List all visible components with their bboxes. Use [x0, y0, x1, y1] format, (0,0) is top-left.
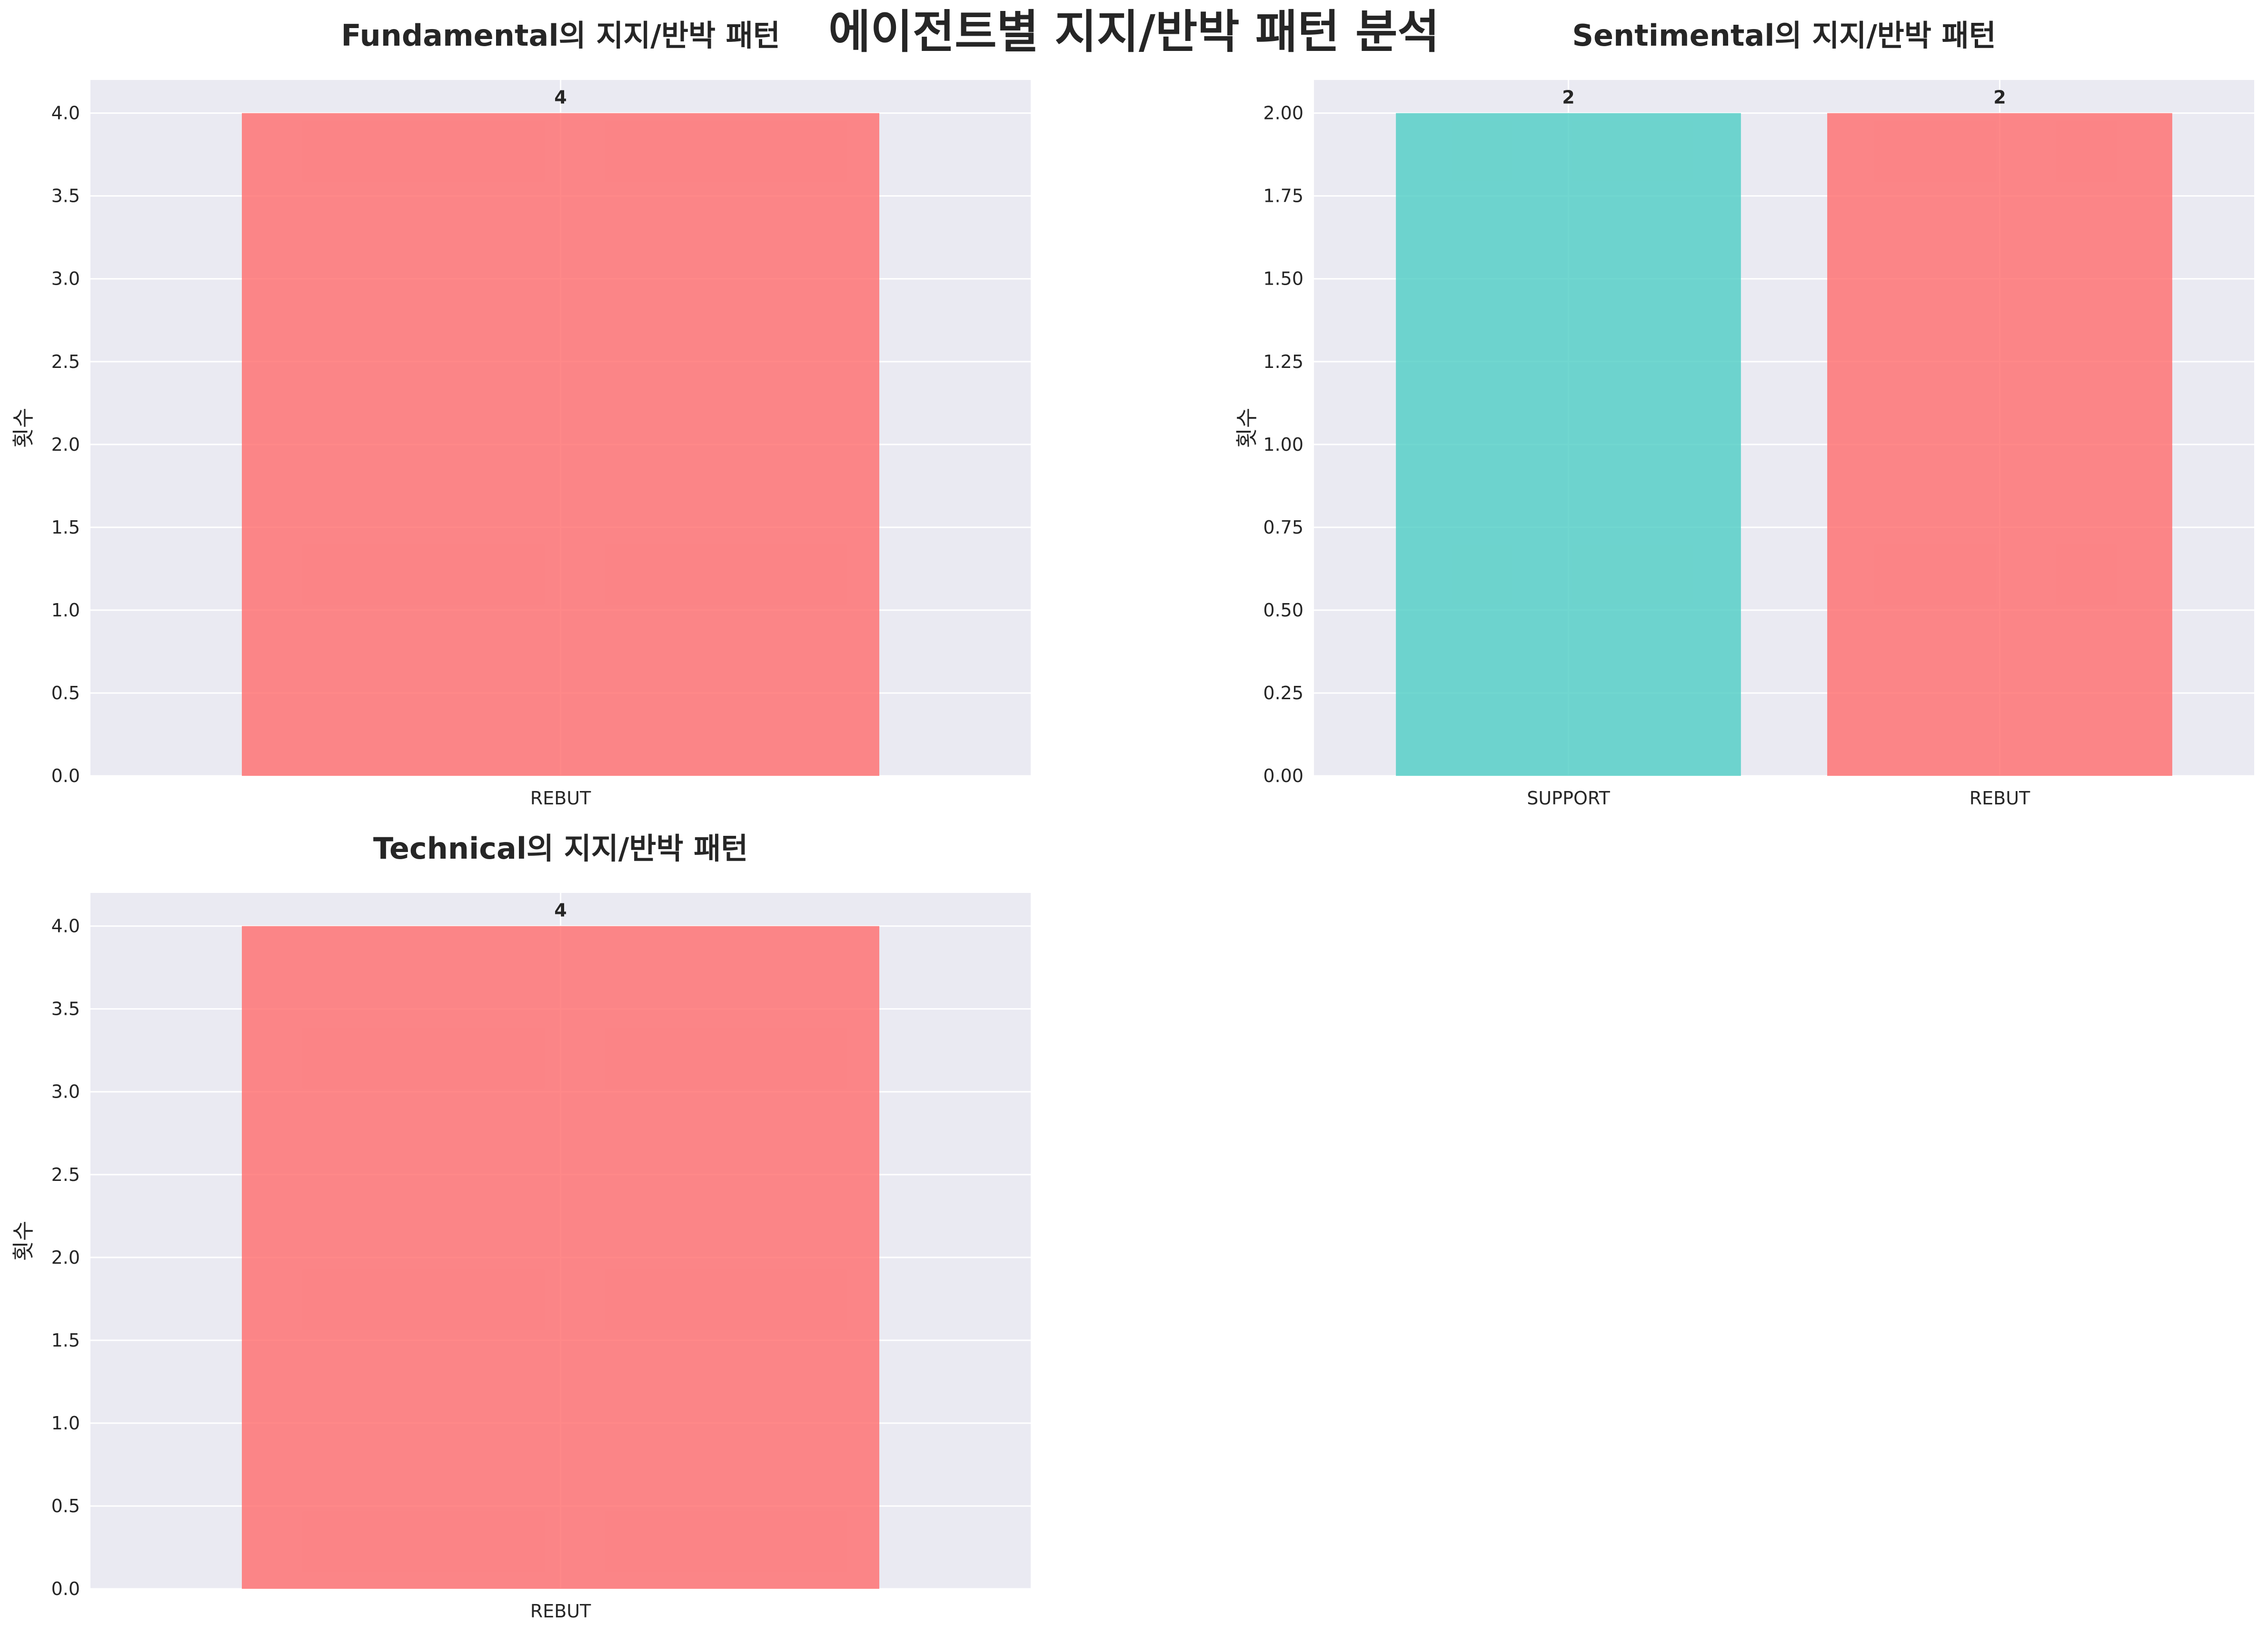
y-tick-label: 2.00	[1263, 103, 1303, 124]
y-tick-label: 0.0	[51, 1578, 80, 1599]
figure-title: 에이전트별 지지/반박 패턴 분석	[828, 5, 1440, 59]
x-tick-label: REBUT	[530, 788, 591, 809]
y-tick-label: 0.25	[1263, 683, 1303, 704]
y-tick-label: 4.0	[51, 916, 80, 937]
y-tick-label: 0.75	[1263, 517, 1303, 538]
y-tick-label: 0.5	[51, 1496, 80, 1516]
y-tick-label: 1.5	[51, 517, 80, 538]
x-tick-label: REBUT	[530, 1601, 591, 1622]
x-tick-label: REBUT	[1970, 788, 2030, 809]
panel-title: Fundamental의 지지/반박 패턴	[341, 18, 780, 53]
y-tick-label: 1.50	[1263, 268, 1303, 289]
bar-value-label: 4	[554, 900, 567, 921]
bar-rebut	[1827, 113, 2172, 776]
y-tick-label: 1.5	[51, 1330, 80, 1351]
y-tick-label: 0.50	[1263, 600, 1303, 621]
panel-title: Sentimental의 지지/반박 패턴	[1572, 18, 1996, 53]
y-tick-label: 1.0	[51, 1413, 80, 1434]
bar-support	[1396, 113, 1741, 776]
y-tick-label: 1.25	[1263, 351, 1303, 372]
bar-rebut	[242, 926, 879, 1589]
y-tick-label: 1.0	[51, 600, 80, 621]
y-axis-label: 횟수	[10, 1221, 36, 1261]
y-tick-label: 0.00	[1263, 765, 1303, 786]
y-tick-label: 3.5	[51, 186, 80, 207]
panel-title: Technical의 지지/반박 패턴	[373, 831, 748, 866]
bar-rebut	[242, 113, 879, 776]
bar-value-label: 4	[554, 87, 567, 108]
y-axis-label: 횟수	[10, 408, 36, 448]
y-tick-label: 3.5	[51, 999, 80, 1020]
y-tick-label: 2.5	[51, 1164, 80, 1185]
y-tick-label: 0.0	[51, 765, 80, 786]
y-tick-label: 2.0	[51, 1247, 80, 1268]
bar-value-label: 2	[1562, 87, 1574, 108]
chart-panel-3: 0.0 0.5 1.0 1.5 2.0 2.5 3.0 3.5 4.0 4 REBUT Technic…	[10, 831, 1031, 1622]
y-tick-label: 3.0	[51, 268, 80, 289]
y-tick-label: 3.0	[51, 1081, 80, 1102]
chart-panel-1: 0.0 0.5 1.0 1.5 2.0 2.5 3.0 3.5 4.0 4 REBUT Fundame…	[10, 18, 1031, 809]
y-tick-label: 2.5	[51, 351, 80, 372]
y-tick-label: 2.0	[51, 434, 80, 455]
chart-panel-2: 0.00 0.25 0.50 0.75 1.00 1.25 1.50 1.75 2.00 2 SUP…	[1234, 18, 2254, 809]
bar-value-label: 2	[1993, 87, 2006, 108]
y-tick-label: 1.75	[1263, 186, 1303, 207]
y-axis-label: 횟수	[1234, 408, 1260, 448]
y-tick-label: 4.0	[51, 103, 80, 124]
y-tick-label: 0.5	[51, 683, 80, 704]
y-tick-label: 1.00	[1263, 434, 1303, 455]
x-tick-label: SUPPORT	[1527, 788, 1610, 809]
